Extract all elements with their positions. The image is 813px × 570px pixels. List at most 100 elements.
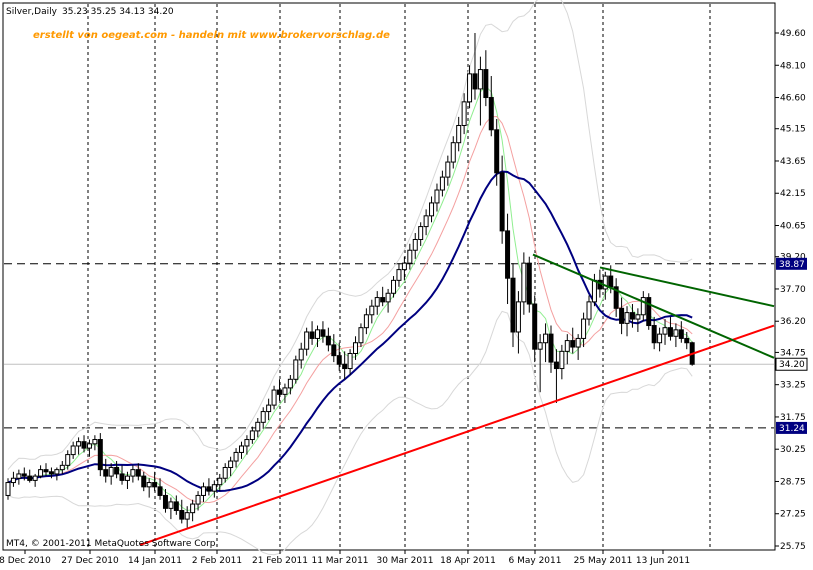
candle-body-121 (662, 327, 668, 335)
candle-body-24 (135, 469, 141, 477)
candle-body-60 (331, 344, 337, 357)
candle-body-81 (445, 161, 451, 178)
candle-body-11 (65, 454, 71, 466)
candle-body-61 (336, 355, 342, 365)
y-tick-label: 46.60 (780, 94, 806, 104)
y-tick-label: 30.25 (780, 445, 806, 455)
trendline-resistance-1 (532, 253, 775, 359)
candle-body-118 (646, 297, 652, 327)
copyright-text: MT4, © 2001-2011 MetaQuotes Software Cor… (6, 539, 218, 549)
y-tick-label: 25.75 (780, 542, 806, 552)
candle-body-108 (591, 279, 597, 303)
price-labels: 38.87 31.24 34.20 (775, 257, 808, 434)
candle-body-42 (233, 451, 239, 462)
candle-body-95 (521, 262, 527, 303)
candle-body-56 (309, 331, 315, 339)
candle-body-112 (613, 286, 619, 309)
candle-body-76 (418, 226, 424, 240)
candle-body-64 (353, 342, 359, 354)
current-price-label: 34.20 (779, 360, 805, 370)
candle-body-37 (206, 486, 212, 492)
candle-body-78 (429, 202, 435, 217)
horizontal-levels (4, 263, 774, 429)
candle-body-55 (304, 331, 310, 350)
candle-body-119 (651, 325, 657, 344)
candle-body-58 (320, 329, 326, 337)
candle-body-8 (48, 471, 54, 475)
candle-body-107 (586, 301, 592, 320)
trendlines (139, 253, 775, 546)
candle-body-38 (211, 484, 217, 492)
candle-body-48 (266, 404, 272, 413)
candle-body-68 (374, 297, 380, 307)
y-tick-label: 40.65 (780, 222, 806, 232)
candle-body-2 (16, 473, 22, 479)
x-tick-label: 25 May 2011 (574, 556, 633, 566)
candle-body-10 (59, 464, 65, 471)
candle-body-93 (510, 277, 516, 333)
candle-body-50 (277, 389, 282, 395)
candle-body-87 (477, 69, 483, 90)
x-tick-label: 14 Jan 2011 (128, 556, 182, 566)
candle-body-83 (456, 124, 462, 144)
candle-body-31 (173, 501, 179, 512)
x-tick-label: 6 May 2011 (509, 556, 562, 566)
price-axis: 49.60 48.10 46.60 45.15 43.65 42.15 40.65 39.20… (774, 4, 806, 552)
y-tick-label: 27.25 (780, 510, 806, 520)
candle-body-74 (407, 249, 413, 264)
candle-body-27 (152, 482, 158, 488)
candle-body-103 (564, 340, 570, 352)
candle-body-66 (363, 314, 369, 329)
y-tick-label: 39.20 (780, 253, 806, 263)
y-tick-label: 49.60 (780, 29, 806, 39)
candle-body-113 (619, 307, 625, 324)
candle-body-7 (43, 469, 49, 473)
candle-body-17 (97, 439, 103, 471)
y-tick-label: 42.15 (780, 189, 806, 199)
candle-body-25 (141, 475, 147, 488)
candle-body-13 (76, 441, 82, 447)
candle-body-116 (635, 314, 641, 320)
candle-body-9 (54, 469, 60, 475)
candle-body-49 (271, 389, 277, 406)
candle-body-114 (624, 312, 630, 324)
candle-body-1 (10, 477, 16, 484)
candle-body-40 (222, 466, 228, 479)
x-tick-label: 18 Apr 2011 (440, 556, 496, 566)
candle-body-88 (483, 69, 489, 99)
ohlc-values: 35.23 35.25 34.13 34.20 (62, 7, 174, 17)
candle-body-22 (124, 475, 130, 481)
candle-body-41 (228, 460, 234, 468)
candle-body-62 (342, 363, 348, 370)
candle-body-32 (179, 510, 185, 520)
candle-body-99 (543, 333, 549, 344)
candle-body-63 (347, 352, 353, 370)
candle-body-43 (238, 445, 244, 453)
candle-body-39 (217, 477, 223, 486)
candle-body-110 (602, 275, 608, 290)
candle-body-100 (548, 333, 554, 363)
candle-body-84 (461, 101, 467, 126)
y-tick-label: 43.65 (780, 157, 806, 167)
candle-body-120 (657, 333, 663, 344)
candle-body-3 (21, 473, 27, 477)
candle-body-106 (581, 318, 587, 339)
candle-body-94 (515, 301, 521, 333)
candle-body-57 (315, 329, 321, 339)
candle-body-45 (249, 430, 255, 441)
candle-body-85 (467, 73, 473, 103)
y-tick-label: 33.25 (780, 381, 806, 391)
x-tick-label: 30 Mar 2011 (376, 556, 433, 566)
candle-body-34 (190, 503, 196, 514)
candle-body-111 (608, 275, 614, 288)
candle-body-72 (396, 269, 402, 281)
candle-body-86 (472, 73, 478, 90)
candle-body-92 (505, 230, 511, 279)
candle-body-98 (537, 342, 543, 350)
y-tick-label: 48.10 (780, 61, 806, 71)
candle-body-33 (184, 512, 190, 520)
x-tick-label: 2 Feb 2011 (192, 556, 242, 566)
candle-body-82 (450, 142, 456, 163)
level-price-box-0 (776, 257, 807, 270)
